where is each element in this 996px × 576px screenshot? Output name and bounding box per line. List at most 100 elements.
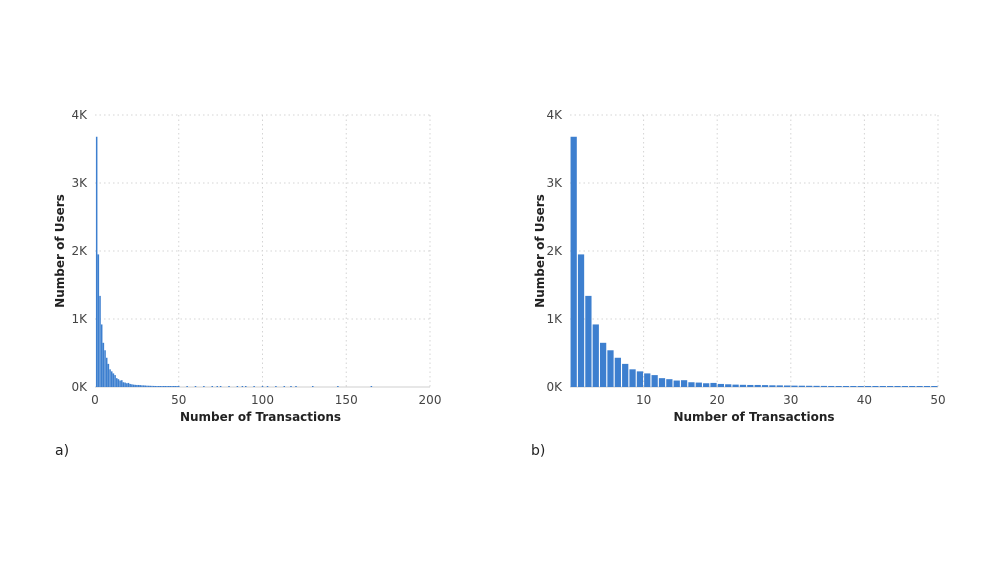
chartb-bar bbox=[931, 386, 938, 387]
chartb-bar bbox=[614, 357, 621, 387]
chartb-ytick-label: 1K bbox=[546, 312, 563, 326]
charta-bar bbox=[203, 386, 205, 387]
chartb-bar bbox=[872, 386, 879, 387]
chartb-ytick-label: 2K bbox=[546, 244, 563, 258]
charta-bar bbox=[311, 386, 314, 387]
chartb-bar bbox=[798, 385, 805, 387]
chartb-bar bbox=[739, 384, 747, 387]
charta-xtick-label: 50 bbox=[171, 393, 186, 407]
charta-xtick-label: 0 bbox=[91, 393, 99, 407]
chartb-y-axis-title: Number of Users bbox=[533, 194, 547, 308]
charta-bar bbox=[119, 380, 121, 387]
charta-bar bbox=[142, 385, 145, 387]
chartb-bar bbox=[894, 386, 901, 387]
charta-bar bbox=[370, 386, 373, 387]
chartb-xtick-label: 50 bbox=[930, 393, 945, 407]
charta-bar bbox=[216, 386, 219, 387]
chartb-bar bbox=[806, 385, 813, 387]
charta-bar bbox=[136, 384, 138, 387]
charta-bar bbox=[116, 378, 118, 387]
charta-bar bbox=[151, 385, 153, 387]
charta-bar bbox=[109, 369, 111, 387]
chartb-bar bbox=[651, 375, 658, 387]
chartb-bar bbox=[813, 385, 820, 387]
chartb-bar bbox=[703, 383, 710, 387]
charta-bar bbox=[152, 385, 155, 387]
charta-bar bbox=[261, 386, 264, 387]
charta-bar bbox=[122, 382, 125, 387]
charta-ytick-label: 4K bbox=[71, 108, 88, 122]
charta-bar bbox=[172, 386, 175, 387]
chartb-bar bbox=[887, 386, 894, 387]
charta-ytick-label: 1K bbox=[71, 312, 88, 326]
chartb-bar bbox=[673, 380, 680, 387]
chartb-bar bbox=[776, 385, 783, 387]
chartb-xtick-label: 10 bbox=[636, 393, 651, 407]
charta-bar bbox=[104, 350, 106, 387]
charta-bar bbox=[283, 386, 286, 387]
chartb-bar bbox=[710, 382, 717, 387]
chartb-bar bbox=[725, 384, 732, 387]
charta-y-axis-title: Number of Users bbox=[53, 194, 67, 308]
chartb-bar bbox=[599, 342, 607, 387]
chartb-bar bbox=[636, 371, 644, 387]
charta-bar bbox=[169, 386, 172, 387]
charta-bar bbox=[112, 373, 115, 387]
chartb-bar bbox=[747, 384, 754, 387]
charta-bar bbox=[244, 386, 247, 387]
charta-bar bbox=[157, 386, 160, 387]
charta-bar bbox=[166, 386, 168, 387]
chartb-ytick-label: 4K bbox=[546, 108, 563, 122]
chartb-bar bbox=[585, 295, 592, 387]
charta-bar bbox=[127, 382, 130, 387]
chartb-bar bbox=[909, 386, 916, 387]
chartb-bar bbox=[820, 385, 828, 387]
charta-ytick-label: 3K bbox=[71, 176, 88, 190]
charta-bar bbox=[266, 386, 269, 387]
charta-bar bbox=[167, 386, 170, 387]
charta-bar bbox=[186, 386, 188, 387]
charta-bar bbox=[171, 386, 173, 387]
charta-bar bbox=[124, 382, 126, 387]
charta-bar bbox=[141, 385, 143, 387]
chartb-bar bbox=[761, 385, 769, 387]
chartb-bar bbox=[644, 373, 651, 387]
chartb-bar bbox=[916, 386, 923, 387]
chartb-bar bbox=[828, 385, 835, 387]
charta-bar bbox=[131, 384, 133, 387]
chartb-ytick-label: 3K bbox=[546, 176, 563, 190]
charta-bar bbox=[162, 386, 165, 387]
charta-bar bbox=[139, 385, 141, 387]
charta-bar bbox=[102, 342, 105, 387]
charta-bar bbox=[144, 385, 147, 387]
charta-bar bbox=[295, 386, 297, 387]
charta-bar bbox=[194, 386, 197, 387]
charta-bar bbox=[95, 136, 98, 387]
charta-bar bbox=[117, 379, 120, 387]
charta-bar bbox=[126, 383, 128, 387]
chartb-bar bbox=[769, 385, 776, 387]
charta-bar bbox=[156, 386, 158, 387]
charta-bar bbox=[149, 385, 152, 387]
charta-bar bbox=[211, 386, 214, 387]
chartb-bar bbox=[658, 378, 666, 387]
chartb-bar bbox=[850, 386, 857, 387]
chartb-bar bbox=[754, 384, 761, 387]
chartb-bar bbox=[592, 324, 599, 387]
charta-bar bbox=[147, 385, 150, 387]
charta-bar bbox=[100, 324, 103, 387]
chartb-bar bbox=[688, 382, 695, 387]
chartb-bar bbox=[622, 363, 629, 387]
chartb-bar bbox=[783, 385, 791, 387]
charta-bar bbox=[337, 386, 339, 387]
charta-bar bbox=[114, 375, 116, 387]
charta-bar bbox=[290, 386, 292, 387]
charta-bar bbox=[159, 386, 162, 387]
chartb-bar bbox=[570, 136, 577, 387]
charta-xtick-label: 100 bbox=[251, 393, 274, 407]
charta-bar bbox=[97, 254, 100, 387]
charta-bar bbox=[154, 385, 157, 387]
chartb-bar bbox=[864, 386, 872, 387]
chartb-bar bbox=[695, 382, 702, 387]
